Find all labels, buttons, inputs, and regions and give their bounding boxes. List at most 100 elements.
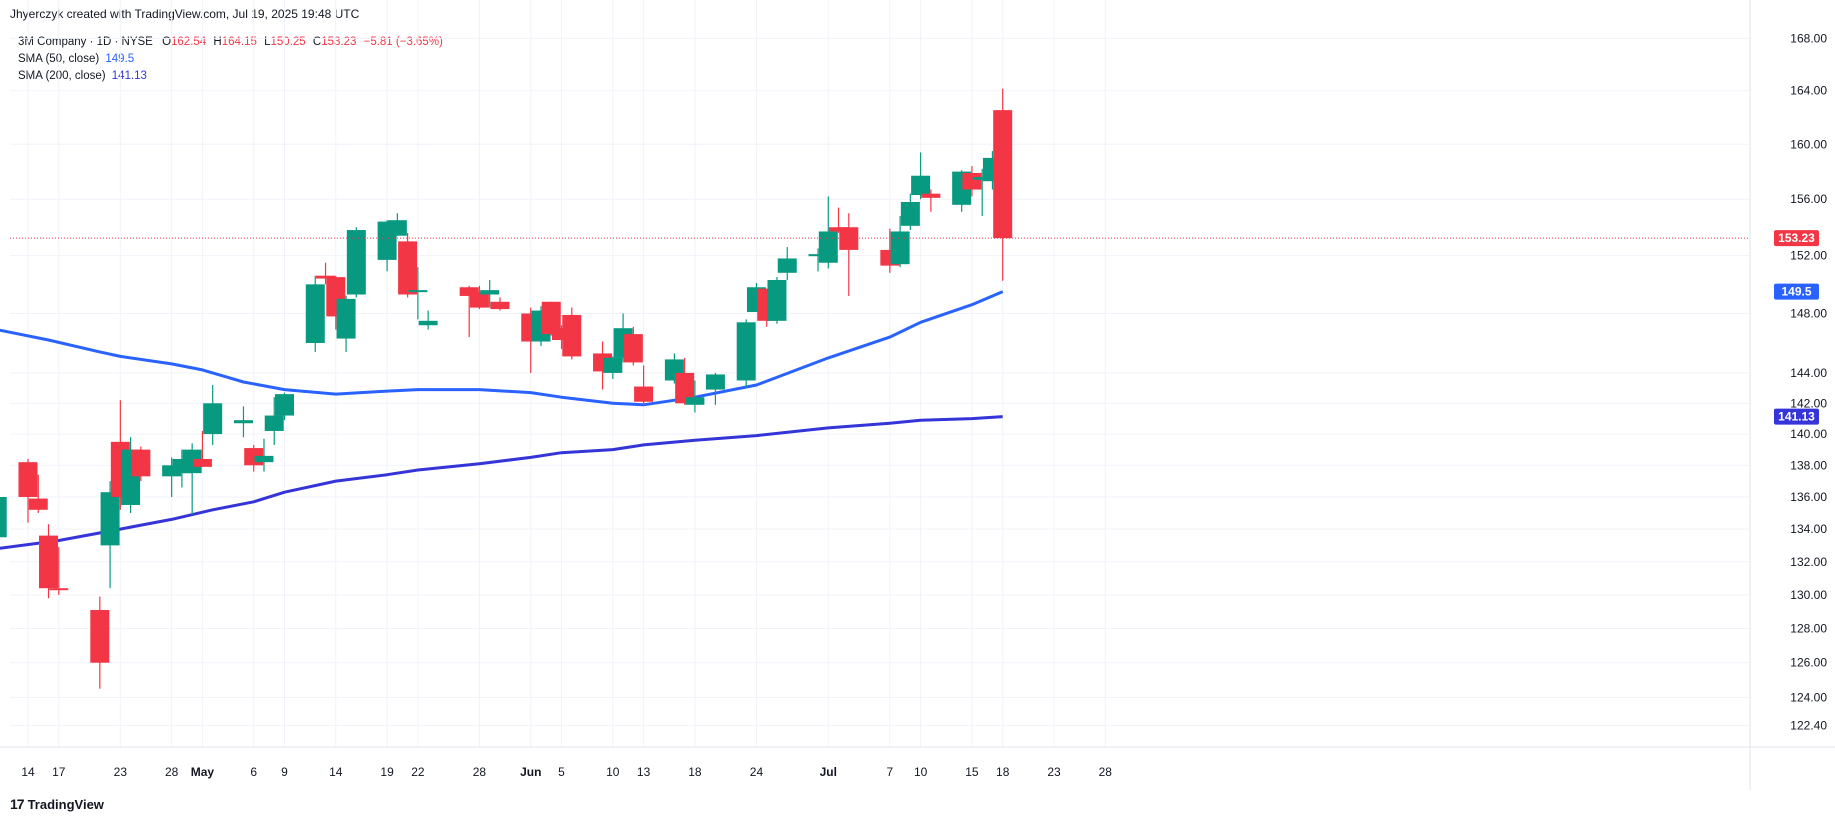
y-tick-label: 134.00 xyxy=(1790,522,1827,536)
ohlc-open-value: 162.54 xyxy=(171,36,207,48)
candle[interactable] xyxy=(264,397,284,445)
candle[interactable] xyxy=(305,275,325,352)
candle-body xyxy=(90,609,110,663)
candle[interactable] xyxy=(233,406,253,438)
candle[interactable] xyxy=(387,213,407,236)
candle[interactable] xyxy=(398,232,418,298)
candle[interactable] xyxy=(49,547,69,595)
candle[interactable] xyxy=(203,385,223,445)
x-tick-label: Jul xyxy=(820,765,837,779)
candle[interactable] xyxy=(182,443,202,515)
badge-bg xyxy=(1774,230,1819,247)
candle[interactable] xyxy=(90,596,110,689)
candle-body xyxy=(28,498,48,510)
candle[interactable] xyxy=(469,285,489,310)
candle[interactable] xyxy=(767,277,787,324)
candle[interactable] xyxy=(192,430,212,467)
candle-body xyxy=(387,220,407,236)
candle[interactable] xyxy=(685,380,705,413)
tradingview-brand-name: TradingView xyxy=(27,796,104,812)
candle[interactable] xyxy=(777,247,797,281)
candle[interactable] xyxy=(890,215,910,268)
candle[interactable] xyxy=(275,392,294,421)
candle-body xyxy=(839,227,859,250)
candle[interactable] xyxy=(18,459,38,523)
x-tick-label: 28 xyxy=(165,765,179,779)
candle[interactable] xyxy=(623,326,643,366)
candle[interactable] xyxy=(100,481,120,589)
candle[interactable] xyxy=(736,319,756,389)
candle-body xyxy=(316,275,336,279)
candle-body xyxy=(685,397,705,405)
candle[interactable] xyxy=(131,446,151,482)
candle[interactable] xyxy=(818,196,838,269)
sma200-badge: 141.13 xyxy=(1774,408,1819,425)
x-tick-label: 19 xyxy=(380,765,394,779)
candle[interactable] xyxy=(28,474,48,513)
y-tick-label: 130.00 xyxy=(1790,588,1827,602)
candle-body xyxy=(100,492,120,546)
candle-body xyxy=(777,258,797,273)
ohlc-high-label: H xyxy=(213,36,222,48)
candle[interactable] xyxy=(162,457,182,497)
candle[interactable] xyxy=(408,267,428,320)
candle[interactable] xyxy=(562,307,582,360)
y-tick-label: 156.00 xyxy=(1790,192,1827,206)
x-tick-label: 24 xyxy=(750,765,764,779)
ohlc-close-label: C xyxy=(312,36,322,48)
candle-body xyxy=(480,290,500,295)
candle-body xyxy=(962,172,982,190)
y-tick-label: 152.00 xyxy=(1790,249,1827,263)
candle[interactable] xyxy=(675,357,695,405)
candle[interactable] xyxy=(39,524,59,599)
chart-author-header: Jhyerczyk created with TradingView.com, … xyxy=(10,7,360,21)
candle[interactable] xyxy=(705,372,725,405)
candle-body xyxy=(398,241,418,295)
candle-body xyxy=(305,284,325,344)
candle-body xyxy=(18,462,38,497)
legend-symbol-row: 3M Company · 1D · NYSE O162.54 H164.15 L… xyxy=(18,34,443,51)
candle[interactable] xyxy=(490,297,510,311)
candle[interactable] xyxy=(254,438,274,472)
candle[interactable] xyxy=(336,295,356,352)
candle[interactable] xyxy=(839,213,859,296)
candle[interactable] xyxy=(634,365,654,405)
candle-body xyxy=(408,290,428,293)
sma50-badge: 149.5 xyxy=(1774,283,1819,300)
candle[interactable] xyxy=(808,248,828,272)
candle[interactable] xyxy=(459,285,479,338)
candle[interactable] xyxy=(480,280,500,308)
x-tick-label: 5 xyxy=(558,765,565,779)
candle[interactable] xyxy=(346,227,366,298)
candle[interactable] xyxy=(829,207,849,233)
badge-bg xyxy=(1774,283,1819,300)
candle-body xyxy=(562,314,582,357)
candle[interactable] xyxy=(900,193,920,231)
ohlc-high-value: 164.15 xyxy=(221,36,257,48)
candle[interactable] xyxy=(993,88,1013,281)
candle[interactable] xyxy=(603,356,623,379)
candle[interactable] xyxy=(541,301,561,336)
candle[interactable] xyxy=(316,262,336,285)
candle-body xyxy=(49,588,69,591)
ohlc-low-label: L xyxy=(264,36,271,48)
candle-body xyxy=(890,231,910,265)
candle-body xyxy=(162,465,182,477)
candle-body xyxy=(541,301,561,335)
candle[interactable] xyxy=(0,489,7,545)
candlestick-chart[interactable]: 122.40 124.00 126.00 128.00 130.00 132.00 134.… xyxy=(0,0,1835,790)
candle[interactable] xyxy=(972,168,992,216)
ohlc-close-value: 153.23 xyxy=(321,36,357,48)
y-tick-label: 140.00 xyxy=(1790,427,1827,441)
candle[interactable] xyxy=(418,310,438,330)
candle-body xyxy=(603,357,623,373)
x-tick-label: 28 xyxy=(473,765,487,779)
candle[interactable] xyxy=(911,152,931,200)
x-tick-label: May xyxy=(191,765,215,779)
candle[interactable] xyxy=(552,325,572,349)
x-tick-label: 23 xyxy=(114,765,128,779)
candle-body xyxy=(623,334,643,363)
candle[interactable] xyxy=(921,189,941,212)
badge-label: 141.13 xyxy=(1778,410,1815,424)
chart-legend: 3M Company · 1D · NYSE O162.54 H164.15 L… xyxy=(18,34,443,85)
